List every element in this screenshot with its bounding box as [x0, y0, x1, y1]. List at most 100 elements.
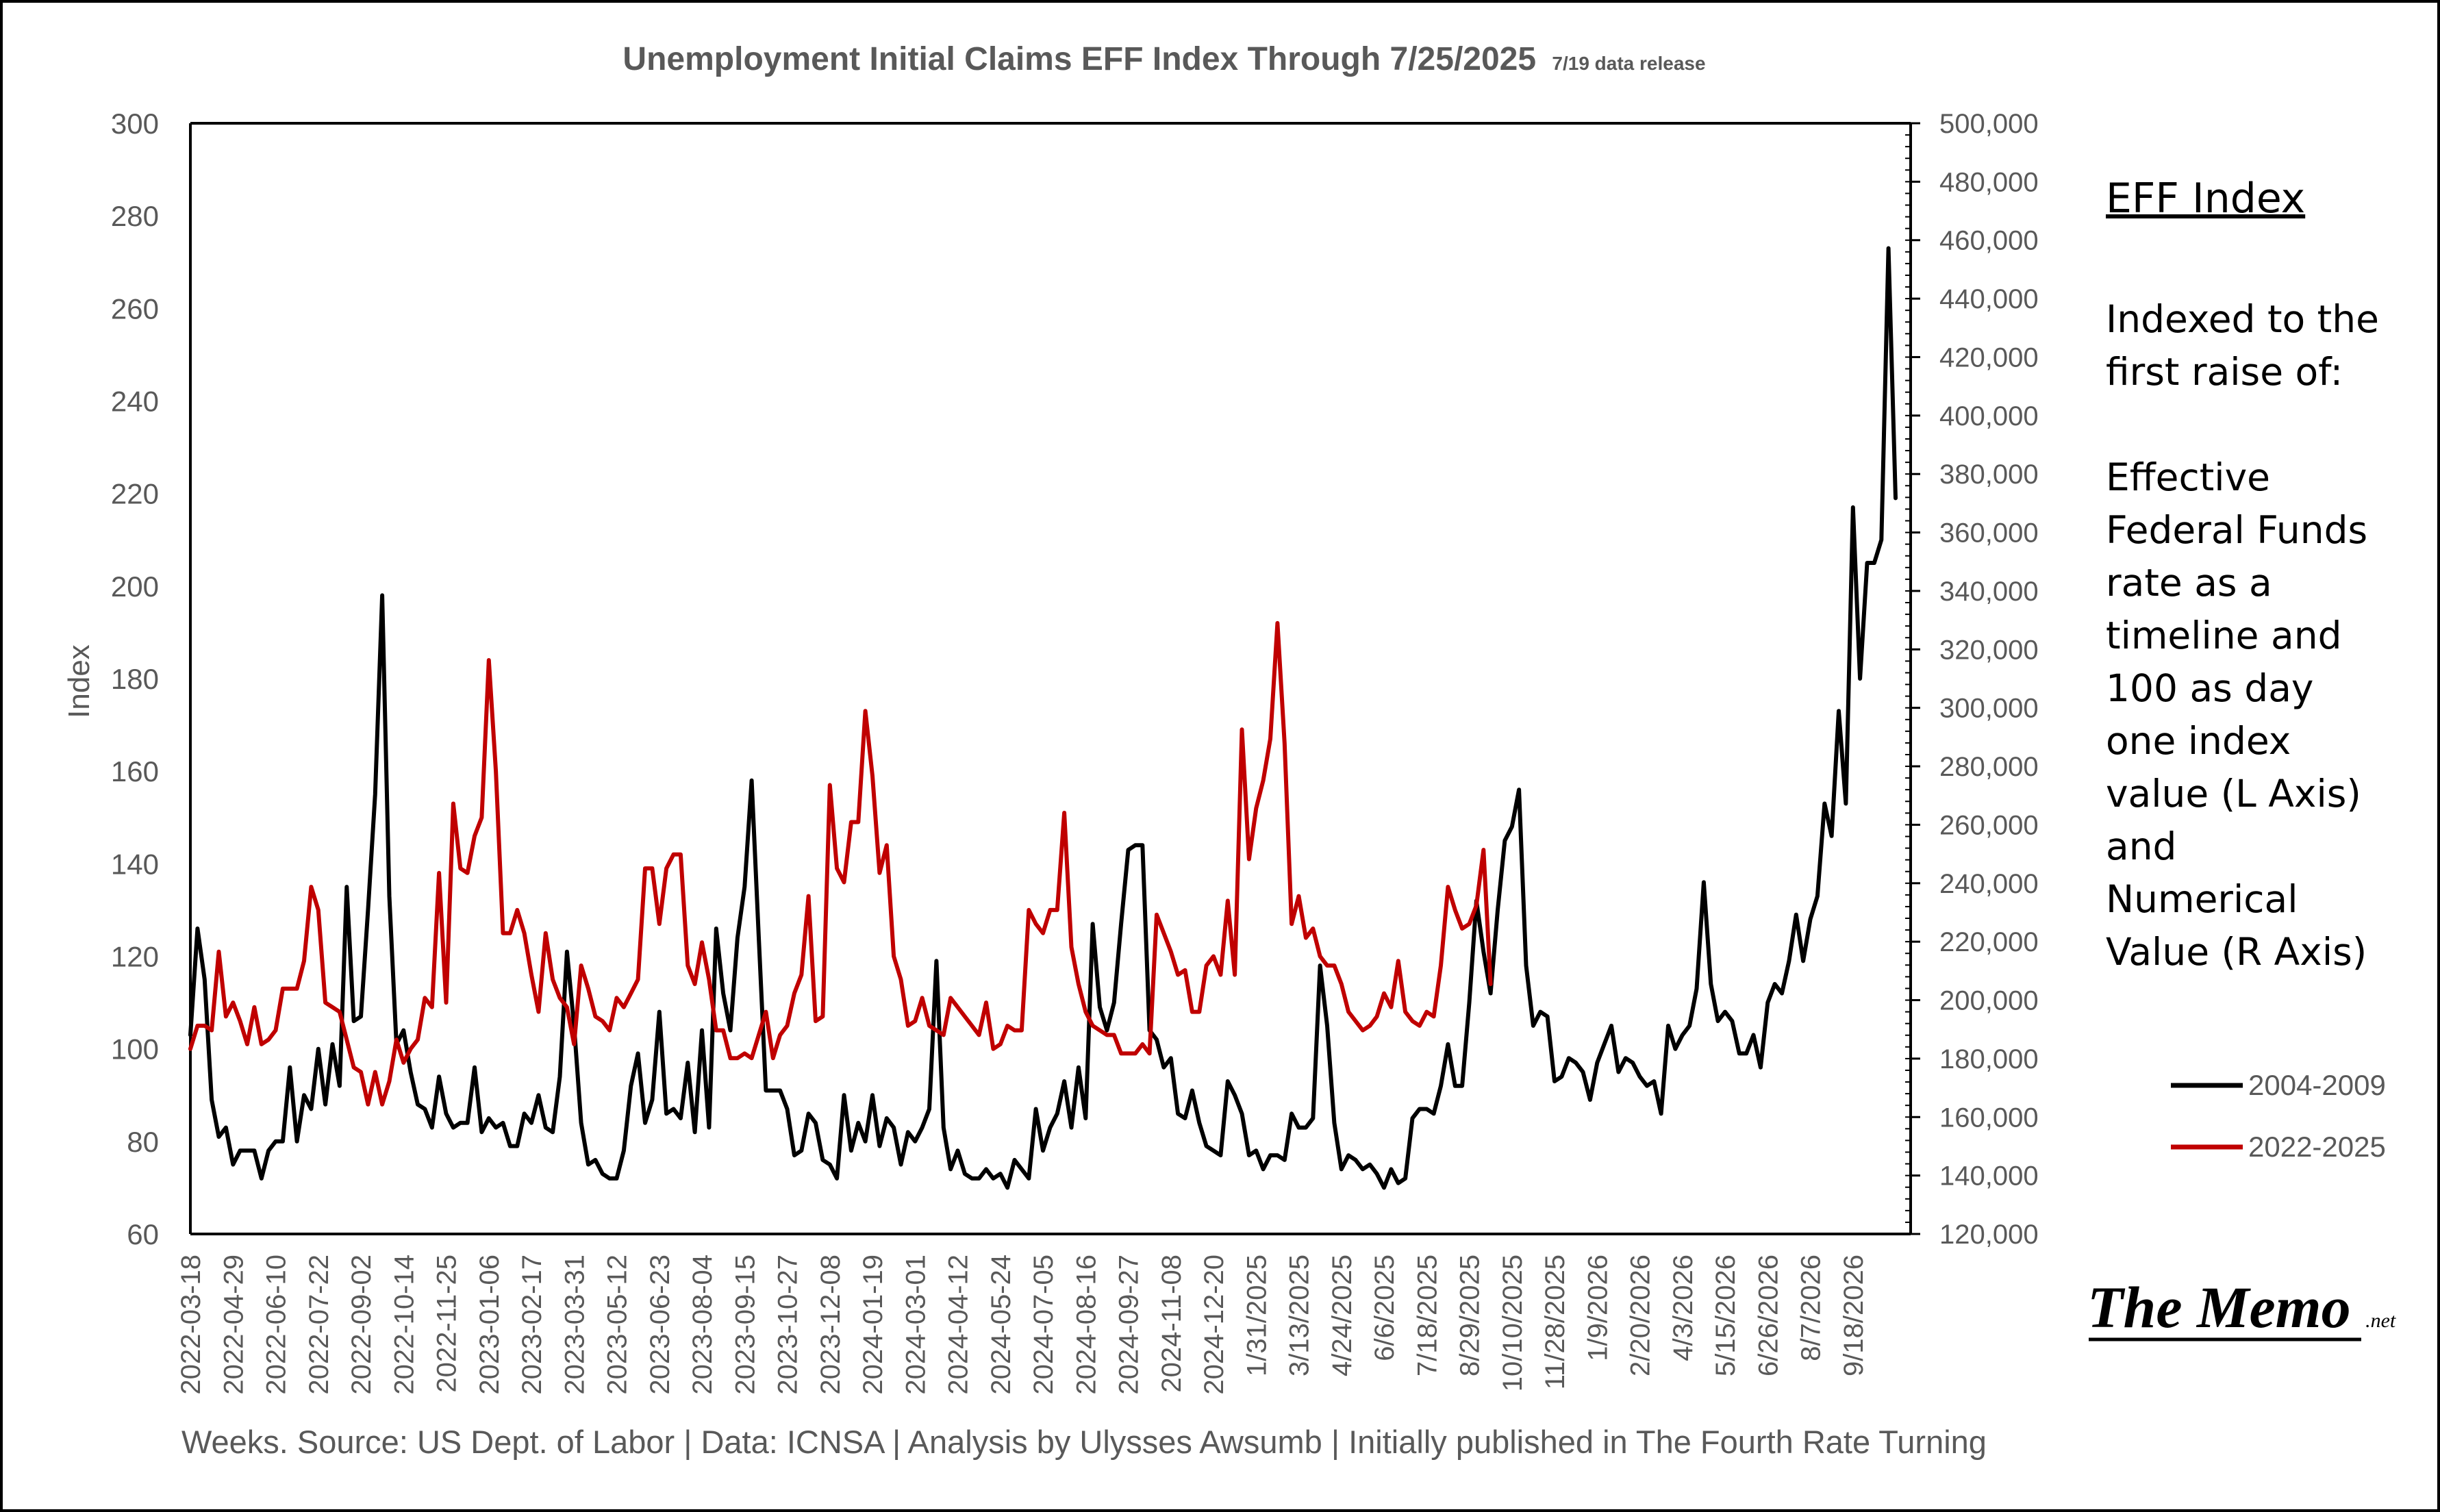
x-tick-label: 8/7/2026	[1796, 1255, 1826, 1361]
y-tick-label: 300	[111, 108, 159, 140]
side-note-line: and	[2106, 824, 2176, 868]
x-tick-label: 2024-05-24	[986, 1255, 1016, 1395]
y2-tick-label: 180,000	[1939, 1044, 2039, 1074]
x-tick-label: 2023-10-27	[773, 1255, 803, 1395]
x-tick-label: 2022-09-02	[347, 1255, 377, 1395]
x-tick-label: 7/18/2025	[1412, 1255, 1442, 1376]
y-tick-label: 60	[127, 1218, 159, 1250]
x-tick-label: 2024-09-27	[1114, 1255, 1144, 1395]
side-note-line: Federal Funds	[2106, 508, 2367, 552]
x-tick-label: 2023-05-12	[603, 1255, 633, 1395]
legend: 2004-2009 2022-2025	[2171, 1069, 2386, 1163]
x-tick-label: 1/31/2025	[1242, 1255, 1272, 1376]
x-tick-label: 2024-12-20	[1199, 1255, 1229, 1395]
y2-tick-label: 120,000	[1939, 1220, 2039, 1250]
x-tick-label: 4/24/2025	[1327, 1255, 1357, 1376]
y-axis-ticks: 60 80 100 120 140 160 180 200 220 240 260 280 300	[111, 108, 159, 1250]
y2-tick-label: 460,000	[1939, 226, 2039, 256]
y-tick-label: 240	[111, 386, 159, 418]
x-tick-label: 2/20/2026	[1626, 1255, 1656, 1376]
x-tick-label: 2022-11-25	[432, 1255, 462, 1393]
y2-tick-label: 300,000	[1939, 694, 2039, 724]
x-tick-label: 2024-03-01	[901, 1255, 931, 1395]
x-tick-label: 10/10/2025	[1498, 1255, 1528, 1391]
x-tick-label: 8/29/2025	[1455, 1255, 1485, 1376]
y-tick-label: 200	[111, 570, 159, 603]
brand-logo-group: The Memo .net	[2087, 1274, 2396, 1340]
y-tick-label: 140	[111, 848, 159, 880]
x-tick-label: 2022-06-10	[262, 1255, 292, 1395]
y2-tick-label: 500,000	[1939, 109, 2039, 139]
series-line-2022-2025	[188, 620, 1493, 1107]
chart-title-note: 7/19 data release	[1552, 53, 1705, 74]
x-tick-label: 5/15/2026	[1711, 1255, 1741, 1376]
x-tick-label: 2024-04-12	[944, 1255, 974, 1395]
y2-tick-label: 320,000	[1939, 635, 2039, 665]
y2-tick-label: 260,000	[1939, 810, 2039, 840]
chart-title: Unemployment Initial Claims EFF Index Th…	[622, 41, 1536, 77]
y2-tick-label: 380,000	[1939, 459, 2039, 490]
x-tick-label: 6/6/2025	[1370, 1255, 1400, 1361]
x-tick-label: 2024-11-08	[1157, 1255, 1187, 1393]
x-tick-label: 2024-01-19	[858, 1255, 888, 1395]
side-note: Indexed to the first raise of: Effective Fe…	[2106, 297, 2379, 974]
y-tick-label: 260	[111, 292, 159, 325]
y-tick-label: 100	[111, 1033, 159, 1066]
y-tick-label: 80	[127, 1126, 159, 1158]
y-tick-label: 180	[111, 663, 159, 695]
x-tick-label: 6/26/2026	[1753, 1255, 1783, 1376]
series-line-2004-2009	[188, 246, 1898, 1190]
legend-label: 2004-2009	[2248, 1069, 2386, 1101]
side-note-line: Value (R Axis)	[2106, 930, 2367, 974]
side-note-line: one index	[2106, 719, 2291, 763]
x-tick-label: 9/18/2026	[1839, 1255, 1869, 1376]
y2-axis-ticks: 120,000 140,000 160,000 180,000 200,000 220,0…	[1905, 109, 2039, 1250]
side-note-line: value (L Axis)	[2106, 772, 2361, 816]
y2-tick-label: 240,000	[1939, 869, 2039, 899]
x-tick-label: 1/9/2026	[1583, 1255, 1613, 1361]
side-note-line: Effective	[2106, 455, 2270, 499]
x-tick-label: 2023-01-06	[475, 1255, 505, 1395]
footer-source: Weeks. Source: US Dept. of Labor | Data:…	[181, 1424, 1987, 1460]
x-tick-label: 2022-03-18	[176, 1255, 206, 1395]
x-tick-label: 2023-03-31	[559, 1255, 590, 1395]
x-tick-label: 2022-07-22	[304, 1255, 334, 1395]
x-tick-label: 2023-12-08	[816, 1255, 846, 1395]
brand-logo: The Memo	[2087, 1274, 2351, 1340]
series-layer	[188, 246, 1898, 1190]
side-note-heading: EFF Index	[2106, 175, 2305, 223]
y-axis-label: Index	[62, 644, 96, 718]
x-tick-label: 2023-06-23	[645, 1255, 675, 1395]
y2-tick-label: 440,000	[1939, 284, 2039, 314]
x-tick-label: 2023-09-15	[730, 1255, 760, 1395]
x-tick-label: 2024-08-16	[1071, 1255, 1101, 1395]
y2-tick-label: 420,000	[1939, 342, 2039, 373]
y-tick-label: 120	[111, 941, 159, 973]
side-note-line: Indexed to the	[2106, 297, 2379, 341]
y-tick-label: 280	[111, 200, 159, 232]
x-tick-label: 4/3/2026	[1668, 1255, 1698, 1361]
y2-tick-label: 340,000	[1939, 577, 2039, 607]
y-tick-label: 220	[111, 478, 159, 510]
legend-label: 2022-2025	[2248, 1131, 2386, 1163]
x-tick-label: 2023-02-17	[517, 1255, 547, 1395]
y2-tick-label: 480,000	[1939, 167, 2039, 197]
chart-title-group: Unemployment Initial Claims EFF Index Th…	[622, 41, 1705, 77]
x-tick-label: 2023-08-04	[688, 1255, 718, 1395]
side-note-line: rate as a	[2106, 561, 2272, 605]
x-tick-label: 3/13/2025	[1285, 1255, 1315, 1376]
y2-tick-label: 140,000	[1939, 1161, 2039, 1192]
x-axis-ticks: 2022-03-18 2022-04-29 2022-06-10 2022-07-22…	[176, 1255, 1869, 1395]
side-note-line: first raise of:	[2106, 350, 2343, 394]
y2-tick-label: 200,000	[1939, 986, 2039, 1016]
y2-tick-label: 280,000	[1939, 752, 2039, 782]
x-tick-label: 2022-04-29	[218, 1255, 249, 1395]
y2-tick-label: 400,000	[1939, 401, 2039, 431]
side-note-line: Numerical	[2106, 877, 2298, 921]
side-note-line: timeline and	[2106, 614, 2341, 657]
x-tick-label: 11/28/2025	[1540, 1255, 1570, 1389]
y2-tick-label: 220,000	[1939, 927, 2039, 957]
